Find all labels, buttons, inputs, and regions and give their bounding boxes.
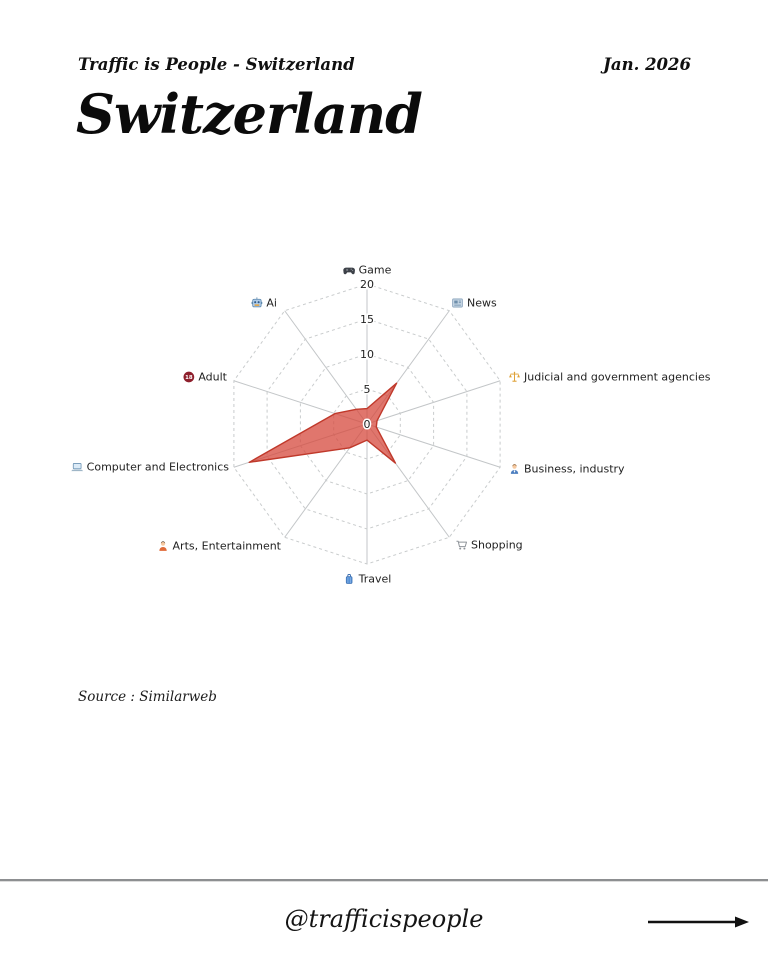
radial-tick-label: 10 xyxy=(360,348,374,361)
radial-tick-label: 5 xyxy=(364,383,371,396)
radial-tick-label: 15 xyxy=(360,313,374,326)
radar-spoke xyxy=(366,423,501,468)
radial-tick-label: 0 xyxy=(364,418,371,431)
radar-spoke xyxy=(284,310,368,425)
header-tagline: Traffic is People - Switzerland xyxy=(78,55,355,74)
radial-tick-label: 20 xyxy=(360,278,374,291)
radar-ring xyxy=(333,388,401,460)
footer-divider xyxy=(0,879,768,882)
radar-series-polygon xyxy=(248,382,398,464)
page-title: Switzerland xyxy=(76,82,423,146)
radar-ring xyxy=(266,318,468,530)
radar-ring xyxy=(299,353,435,495)
radar-ring xyxy=(233,283,501,565)
source-note: Source : Similarweb xyxy=(78,689,217,705)
right-arrow-icon xyxy=(646,913,750,935)
header-date: Jan. 2026 xyxy=(603,55,691,74)
footer-handle: @trafficispeople xyxy=(284,905,484,933)
